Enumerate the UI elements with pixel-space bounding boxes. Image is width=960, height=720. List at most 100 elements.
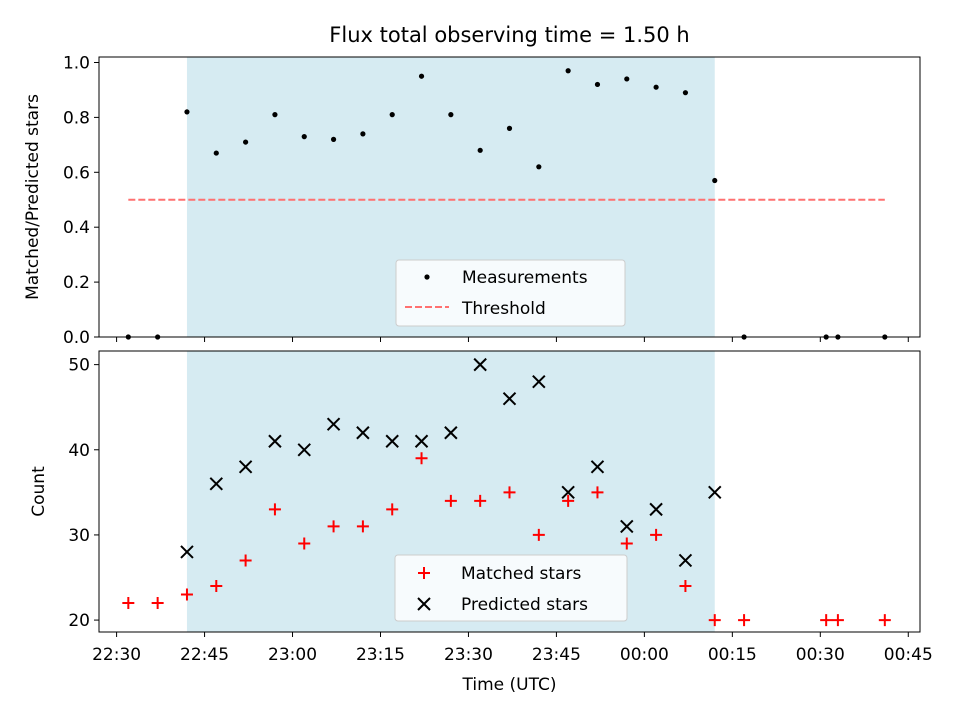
predicted-star-point bbox=[414, 434, 429, 448]
legend-predicted-marker bbox=[417, 597, 431, 611]
matched-star-point bbox=[151, 597, 164, 610]
ratio-x-tick-marks bbox=[116, 337, 909, 342]
predicted-star-point bbox=[620, 519, 634, 534]
matched-star-point bbox=[562, 494, 575, 507]
matched-star-point bbox=[650, 528, 663, 541]
measurement-point bbox=[712, 177, 718, 184]
measurement-point bbox=[360, 131, 366, 137]
measurement-point bbox=[624, 76, 630, 82]
count-marks bbox=[122, 357, 891, 627]
measurement-point bbox=[594, 81, 601, 88]
measurement-point bbox=[448, 112, 454, 118]
matched-star-point bbox=[831, 614, 844, 627]
matched-star-point bbox=[474, 494, 487, 507]
matched-star-point bbox=[268, 503, 281, 516]
matched-star-point bbox=[532, 528, 545, 541]
matched-star-point bbox=[180, 588, 193, 601]
ratio-legend: Measurements Threshold bbox=[395, 259, 626, 327]
predicted-star-point bbox=[268, 434, 282, 448]
x-tick-label: 00:30 bbox=[796, 645, 845, 665]
ratio-panel: 0.0 0.2 0.4 0.6 0.8 1.0 Flux total observing … bbox=[23, 23, 921, 348]
matched-star-point bbox=[210, 580, 223, 593]
x-tick-label: 22:30 bbox=[92, 645, 141, 665]
count-plot-frame bbox=[98, 350, 921, 633]
matched-star-point bbox=[878, 614, 891, 627]
predicted-star-point bbox=[180, 545, 194, 559]
time-x-axis-label: Time (UTC) bbox=[462, 675, 557, 695]
legend-measurements-marker bbox=[424, 274, 430, 280]
measurement-point bbox=[477, 147, 483, 153]
x-tick-label: 00:15 bbox=[708, 645, 757, 665]
measurement-point bbox=[184, 109, 190, 115]
predicted-star-point bbox=[708, 485, 722, 500]
y-tick-label: 50 bbox=[68, 356, 90, 376]
x-tick-label: 00:45 bbox=[884, 645, 933, 665]
matched-star-point bbox=[239, 554, 252, 567]
matched-star-point bbox=[386, 503, 399, 516]
matched-star-point bbox=[620, 537, 633, 550]
y-tick-label: 0.4 bbox=[63, 218, 90, 238]
predicted-star-point bbox=[473, 357, 487, 372]
matched-star-point bbox=[679, 580, 692, 593]
predicted-star-point bbox=[561, 485, 575, 500]
matched-star-point bbox=[503, 486, 516, 499]
predicted-star-point bbox=[297, 443, 311, 457]
x-tick-label: 22:45 bbox=[180, 645, 229, 665]
predicted-star-point bbox=[326, 417, 341, 431]
matched-star-point bbox=[820, 614, 833, 627]
measurement-point bbox=[243, 139, 249, 145]
legend-matched-label: Matched stars bbox=[461, 564, 581, 584]
matched-star-point bbox=[327, 520, 340, 533]
legend-matched-marker bbox=[418, 567, 430, 579]
x-tick-label: 00:00 bbox=[620, 645, 669, 665]
predicted-star-point bbox=[649, 502, 663, 517]
y-tick-label: 20 bbox=[68, 611, 90, 631]
legend-threshold-label: Threshold bbox=[461, 299, 546, 319]
y-tick-label: 1.0 bbox=[63, 53, 90, 73]
measurement-point bbox=[653, 84, 659, 90]
matched-star-point bbox=[444, 494, 457, 507]
x-tick-label: 23:00 bbox=[268, 645, 317, 665]
y-tick-label: 40 bbox=[68, 441, 90, 461]
measurement-point bbox=[272, 112, 278, 118]
x-tick-label: 23:45 bbox=[532, 645, 581, 665]
predicted-star-point bbox=[502, 391, 517, 406]
x-tick-label: 23:15 bbox=[356, 645, 405, 665]
x-tick-label: 23:30 bbox=[444, 645, 493, 665]
count-y-ticks: 20 30 40 50 bbox=[68, 356, 99, 631]
chart-title: Flux total observing time = 1.50 h bbox=[329, 23, 689, 47]
count-panel: 20 30 40 50 22:30 22:45 23:00 23:15 23:30 23:45 0… bbox=[29, 350, 933, 695]
ratio-legend-box bbox=[395, 259, 626, 327]
predicted-star-point bbox=[209, 477, 223, 491]
measurement-point bbox=[682, 90, 689, 96]
y-tick-label: 0.0 bbox=[63, 328, 90, 348]
predicted-star-point bbox=[444, 426, 458, 440]
legend-measurements-label: Measurements bbox=[462, 268, 588, 288]
ratio-plot-frame bbox=[98, 56, 921, 338]
legend-cross-marker bbox=[417, 597, 431, 611]
legend-plus-marker bbox=[418, 567, 430, 579]
count-legend-box bbox=[394, 554, 628, 622]
y-tick-label: 30 bbox=[68, 526, 90, 546]
measurement-point bbox=[418, 73, 425, 79]
measurement-point bbox=[565, 68, 571, 74]
count-legend: Matched stars Predicted stars bbox=[394, 554, 628, 622]
ratio-marks bbox=[125, 68, 888, 340]
y-tick-label: 0.2 bbox=[63, 273, 90, 293]
measurement-point bbox=[330, 136, 337, 142]
count-y-axis-label: Count bbox=[29, 466, 49, 517]
matched-star-point bbox=[122, 597, 135, 610]
matched-star-point bbox=[298, 537, 311, 550]
predicted-star-point bbox=[238, 460, 253, 474]
ratio-y-axis-label: Matched/Predicted stars bbox=[23, 94, 43, 300]
measurement-point bbox=[389, 112, 395, 118]
matched-star-point bbox=[738, 614, 751, 627]
legend-predicted-label: Predicted stars bbox=[461, 595, 588, 615]
matched-star-point bbox=[591, 486, 604, 499]
measurement-point bbox=[301, 134, 307, 140]
y-tick-label: 0.6 bbox=[63, 163, 90, 183]
predicted-star-point bbox=[590, 460, 605, 474]
y-tick-label: 0.8 bbox=[63, 108, 90, 128]
time-x-ticks: 22:30 22:45 23:00 23:15 23:30 23:45 00:00 00:15… bbox=[92, 632, 933, 665]
